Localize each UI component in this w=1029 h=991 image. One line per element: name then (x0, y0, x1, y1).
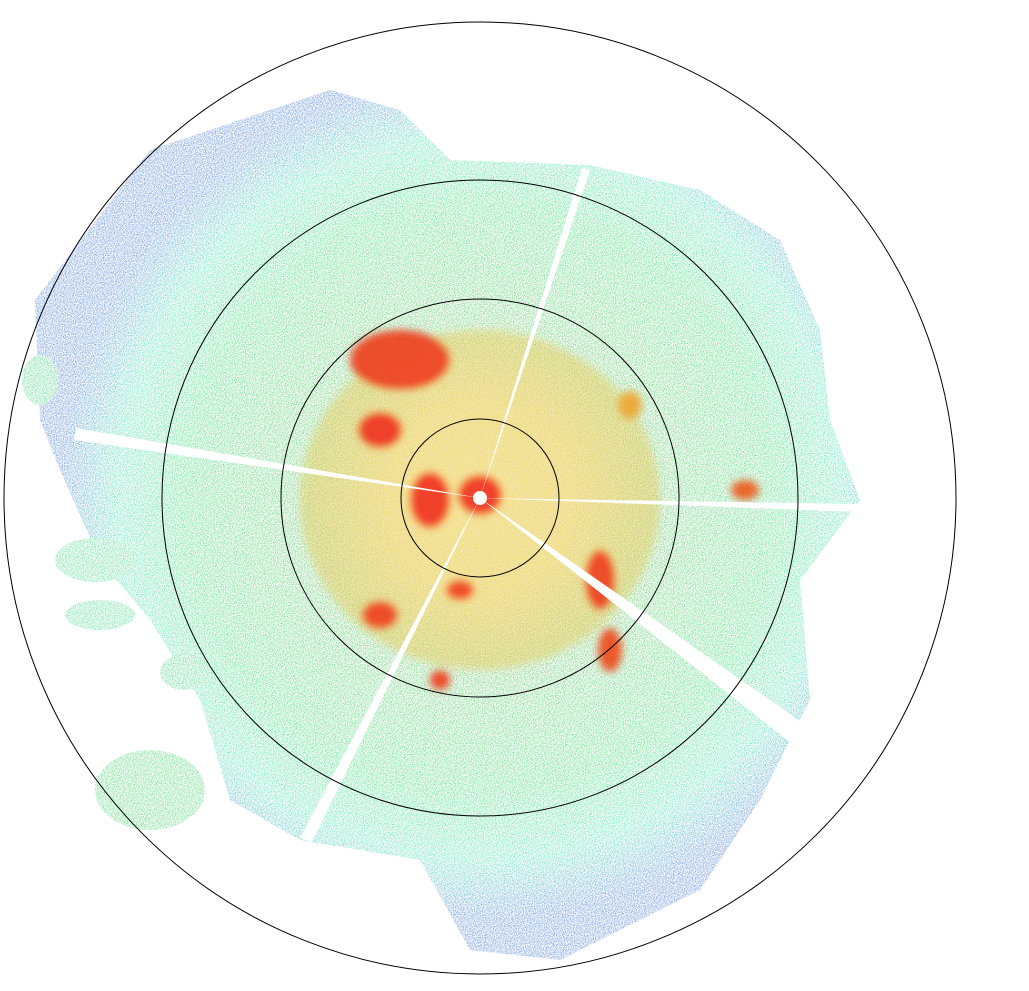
beam-blockages (74, 168, 862, 842)
range-ring (400, 418, 560, 578)
range-ring-outer (3, 21, 957, 975)
range-ring (280, 298, 680, 698)
range-ring (161, 179, 799, 817)
range-rings (3, 21, 957, 975)
